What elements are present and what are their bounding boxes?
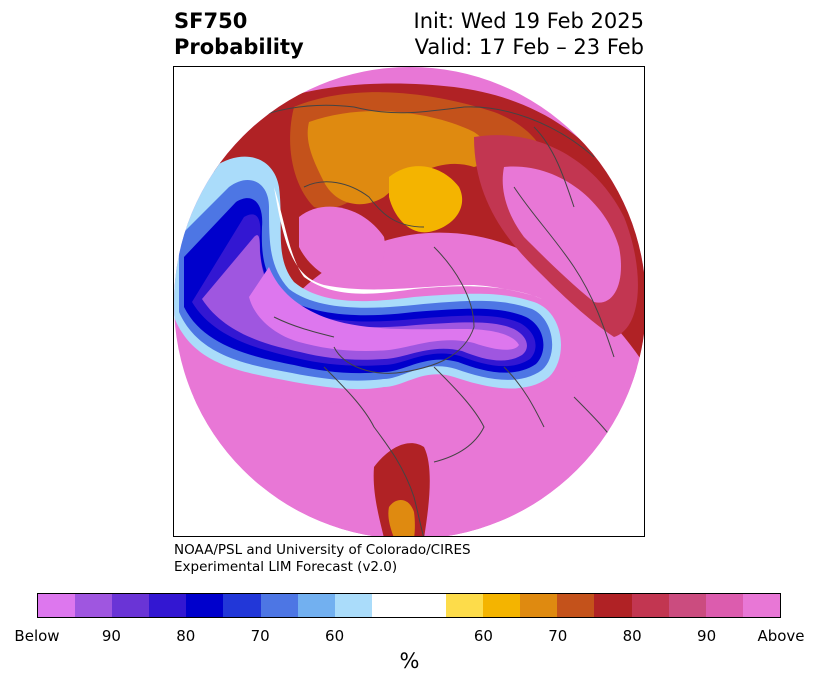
colorbar-swatch — [112, 594, 150, 617]
above-south-red — [373, 443, 430, 536]
colorbar-swatch — [223, 594, 261, 617]
colorbar-unit: % — [399, 649, 420, 673]
title-type: Probability — [174, 35, 304, 59]
credit: NOAA/PSL and University of Colorado/CIRE… — [174, 542, 471, 576]
colorbar-swatch — [483, 594, 521, 617]
coastlines — [233, 104, 625, 536]
colorbar-ticks: Below 90 80 70 60 60 70 80 90 Above — [14, 627, 804, 647]
colorbar-swatch — [594, 594, 632, 617]
colorbar-tick-label: 60 — [325, 627, 345, 645]
colorbar-swatch — [408, 594, 447, 617]
colorbar-tick-label: 70 — [548, 627, 568, 645]
colorbar-swatch — [297, 594, 335, 617]
colorbar-swatch — [520, 594, 558, 617]
colorbar-swatch — [668, 594, 706, 617]
map-title: SF750 Probability — [174, 8, 304, 60]
valid-range: Valid: 17 Feb – 23 Feb — [414, 35, 644, 59]
title-variable: SF750 — [174, 9, 248, 33]
init-date: Init: Wed 19 Feb 2025 — [413, 9, 644, 33]
colorbar-tick-label: 60 — [473, 627, 493, 645]
above-south-orange — [388, 500, 415, 536]
above-east-core — [502, 166, 622, 303]
below-belt-center — [249, 267, 519, 352]
colorbar-tick-label: 80 — [176, 627, 196, 645]
colorbar-tick-label: 80 — [622, 627, 642, 645]
forecast-dates: Init: Wed 19 Feb 2025 Valid: 17 Feb – 23… — [414, 8, 644, 60]
forecast-map — [174, 67, 644, 536]
colorbar-swatch — [705, 594, 743, 617]
above-west-core — [299, 206, 385, 285]
colorbar-tick-label: Above — [757, 627, 805, 645]
colorbar-swatch — [742, 594, 780, 617]
colorbar — [37, 593, 781, 618]
colorbar-swatch — [334, 594, 372, 617]
credit-line-1: NOAA/PSL and University of Colorado/CIRE… — [174, 542, 471, 558]
credit-line-2: Experimental LIM Forecast (v2.0) — [174, 559, 398, 575]
colorbar-swatch — [446, 594, 484, 617]
colorbar-swatch — [260, 594, 298, 617]
above-band-inner — [307, 111, 489, 205]
colorbar-tick-label: 90 — [697, 627, 717, 645]
colorbar-swatch — [186, 594, 224, 617]
colorbar-tick-label: 70 — [250, 627, 270, 645]
colorbar-tick-label: 90 — [101, 627, 121, 645]
colorbar-swatch — [557, 594, 595, 617]
colorbar-swatch — [371, 594, 409, 617]
map-panel — [173, 66, 645, 537]
colorbar-swatch — [75, 594, 113, 617]
colorbar-swatch — [149, 594, 187, 617]
above-band-core — [389, 166, 463, 233]
colorbar-tick-label: Below — [14, 627, 60, 645]
colorbar-swatch — [38, 594, 76, 617]
colorbar-swatch — [631, 594, 669, 617]
